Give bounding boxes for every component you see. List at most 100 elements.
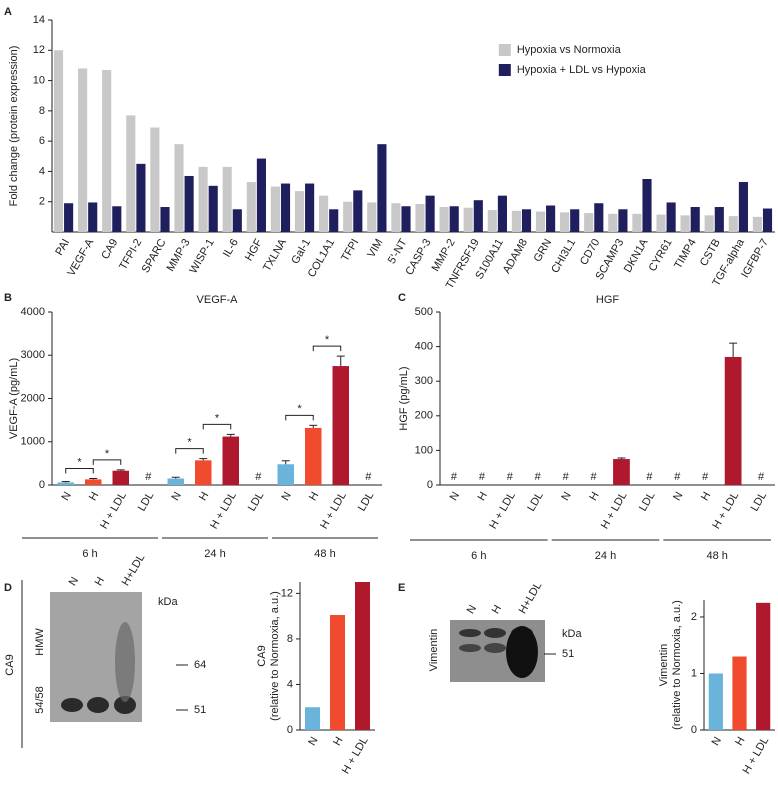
- y-tick-label: 4: [287, 678, 293, 690]
- bar: [195, 460, 212, 485]
- bar: [762, 208, 773, 232]
- x-tick-label: CD70: [578, 237, 602, 267]
- bar: [222, 166, 232, 232]
- bar: [756, 602, 771, 730]
- blot-band: [114, 696, 136, 714]
- bar: [256, 158, 266, 232]
- bar: [305, 183, 315, 232]
- bar: [126, 115, 136, 232]
- y-tick-label: 8: [287, 633, 293, 645]
- value-label: #: [646, 471, 653, 483]
- y-axis-label: (relative to Normoxia, a.u.): [269, 591, 281, 721]
- bar: [584, 213, 594, 232]
- x-tick-label: H + LDL: [208, 490, 239, 531]
- bar: [708, 673, 723, 730]
- y-tick-label: 0: [427, 479, 433, 491]
- bar: [85, 479, 102, 485]
- bar: [208, 185, 218, 232]
- blot-band: [459, 629, 481, 637]
- group-label: 48 h: [314, 548, 335, 560]
- bar: [88, 202, 98, 232]
- x-tick-label: LDL: [637, 490, 657, 513]
- bar: [656, 214, 666, 232]
- y-axis-label: Fold change (protein expression): [8, 46, 20, 207]
- bar: [294, 191, 305, 232]
- x-tick-label: H + LDL: [318, 490, 349, 531]
- bar: [112, 470, 129, 485]
- x-tick-label: SPARC: [140, 237, 169, 275]
- x-tick-label: TXLNA: [261, 236, 289, 273]
- bar: [280, 183, 291, 232]
- value-label: #: [758, 471, 765, 483]
- significance-label: *: [187, 437, 192, 449]
- marker-label: 64: [194, 659, 206, 671]
- bar: [305, 707, 320, 730]
- significance-bracket: [312, 345, 342, 352]
- bar: [222, 436, 239, 485]
- protein-label: CA9: [4, 654, 16, 675]
- bar: [355, 582, 370, 730]
- group-label: 24 h: [204, 548, 225, 560]
- x-tick-label: TFPI: [339, 237, 361, 264]
- bar: [377, 144, 387, 232]
- bar: [160, 207, 170, 232]
- x-tick-label: N: [279, 490, 293, 503]
- x-tick-label: H: [476, 490, 490, 503]
- y-tick-label: 500: [415, 306, 433, 318]
- y-axis-label: HGF (pg/mL): [398, 366, 410, 430]
- lane-label: N: [465, 603, 479, 616]
- significance-label: *: [325, 334, 330, 346]
- chart-title: VEGF-A: [197, 294, 239, 306]
- y-tick-label: 3000: [21, 349, 45, 361]
- x-tick-label: HGF: [243, 237, 265, 263]
- group-label: 24 h: [595, 550, 616, 562]
- bar: [724, 356, 742, 485]
- y-axis-label: CA9: [256, 645, 268, 666]
- x-tick-label: LDL: [356, 490, 376, 513]
- lane-label: H+LDL: [517, 580, 545, 616]
- bar: [270, 186, 280, 232]
- bar: [167, 478, 184, 485]
- value-label: #: [451, 471, 458, 483]
- bar: [594, 203, 604, 232]
- x-tick-label: LDL: [246, 490, 266, 513]
- group-label: 48 h: [706, 550, 727, 562]
- panel-label: B: [4, 292, 12, 304]
- significance-bracket: [175, 448, 204, 454]
- x-tick-label: H: [197, 490, 211, 503]
- bar: [560, 212, 570, 232]
- y-tick-label: 12: [33, 44, 45, 56]
- bar: [330, 615, 345, 730]
- bar: [613, 459, 630, 485]
- y-tick-label: 1000: [21, 436, 45, 448]
- x-tick-label: N: [671, 490, 685, 503]
- bar: [570, 209, 580, 232]
- bar: [343, 201, 353, 232]
- x-tick-label: H: [307, 490, 321, 503]
- group-label: 6 h: [471, 550, 486, 562]
- chart-title: HGF: [596, 294, 620, 306]
- value-label: #: [255, 471, 262, 483]
- group-label: 6 h: [82, 548, 97, 560]
- row-label: 54/58: [34, 686, 46, 714]
- y-tick-label: 4000: [21, 306, 45, 318]
- value-label: #: [674, 471, 681, 483]
- lane-label: H+LDL: [120, 552, 148, 588]
- significance-bracket: [65, 468, 94, 474]
- y-tick-label: 2: [691, 611, 697, 623]
- x-tick-label: N: [559, 490, 573, 503]
- bar: [690, 207, 700, 232]
- bar: [497, 195, 507, 232]
- lane-label: N: [67, 575, 81, 588]
- blot-band: [459, 644, 481, 652]
- blot-band: [87, 697, 109, 713]
- value-label: #: [702, 471, 709, 483]
- bar: [57, 482, 74, 485]
- y-tick-label: 12: [281, 587, 293, 599]
- blot-band: [61, 698, 83, 712]
- legend-label: Hypoxia vs Normoxia: [517, 44, 622, 56]
- y-tick-label: 100: [415, 444, 433, 456]
- bar: [425, 195, 435, 232]
